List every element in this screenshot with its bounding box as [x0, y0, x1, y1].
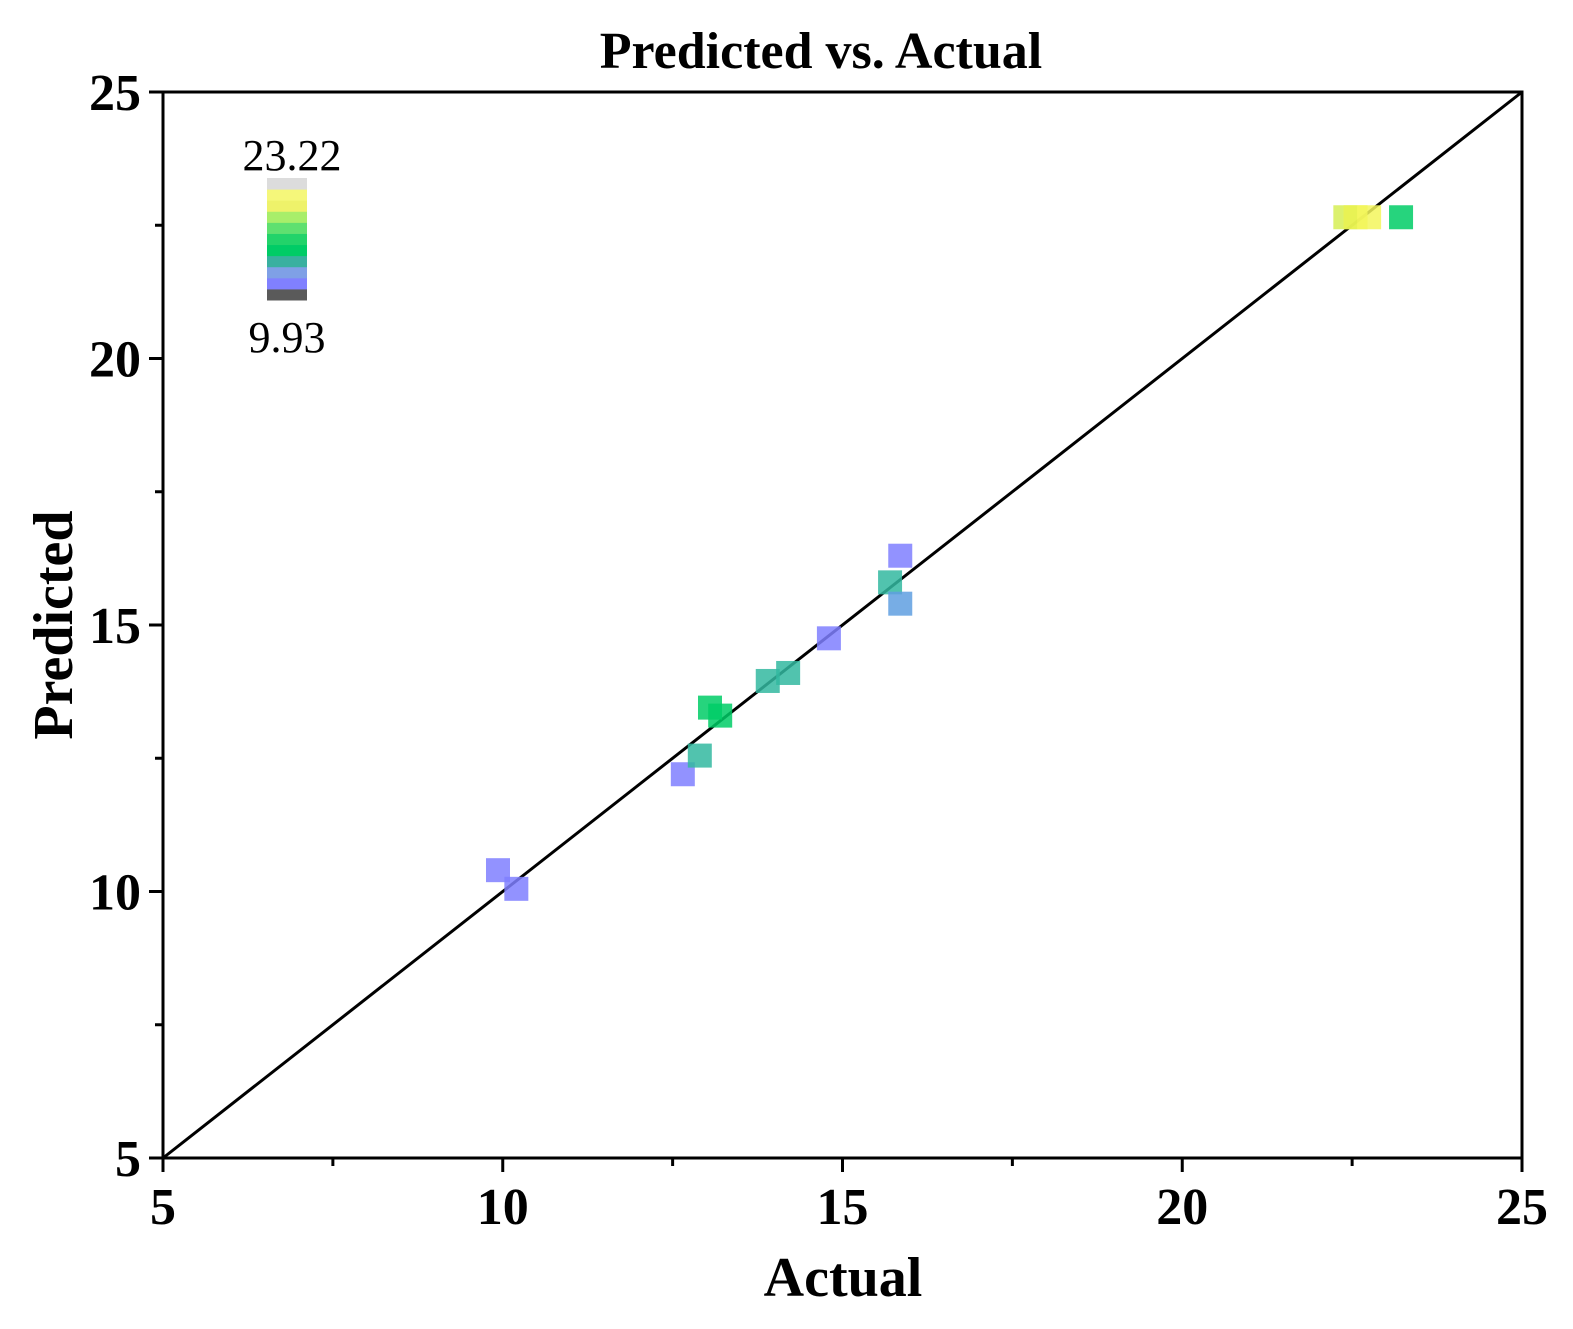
- y-tick-label: 5: [115, 1131, 141, 1188]
- colorbar-segment: [267, 233, 307, 246]
- x-tick-label: 25: [1496, 1179, 1548, 1236]
- colorbar-segment: [267, 266, 307, 279]
- data-point: [888, 543, 913, 568]
- data-point: [1389, 205, 1414, 230]
- colorbar-max-label: 23.22: [243, 131, 342, 180]
- data-point: [1357, 205, 1382, 230]
- colorbar-segment: [267, 277, 307, 290]
- x-tick-label: 15: [817, 1179, 869, 1236]
- colorbar: 23.22 9.93: [243, 131, 342, 362]
- colorbar-segment: [267, 222, 307, 234]
- y-tick-label: 20: [89, 332, 141, 389]
- y-tick-label: 25: [89, 65, 141, 122]
- data-point: [878, 570, 903, 595]
- x-tick-label: 10: [477, 1179, 529, 1236]
- colorbar-segment: [267, 255, 307, 268]
- data-point: [816, 626, 841, 651]
- colorbar-segment: [267, 288, 307, 301]
- chart-title: Predicted vs. Actual: [600, 23, 1042, 80]
- colorbar-segment: [267, 178, 307, 190]
- colorbar-segment: [267, 244, 307, 257]
- y-tick-label: 15: [89, 598, 141, 655]
- colorbar-segment: [267, 200, 307, 212]
- y-tick-label: 10: [89, 865, 141, 922]
- x-tick-label: 5: [150, 1179, 176, 1236]
- data-point: [755, 668, 780, 693]
- data-point: [504, 876, 529, 901]
- data-point: [888, 591, 913, 616]
- colorbar-segment: [267, 189, 307, 201]
- colorbar-min-label: 9.93: [249, 313, 326, 362]
- data-point: [687, 743, 712, 768]
- plot-area: 5 10 15 20 25 5 10 15 20 25: [89, 65, 1548, 1236]
- x-tick-label: 20: [1156, 1179, 1208, 1236]
- identity-line: [162, 90, 1523, 1160]
- y-axis-label: Predicted: [23, 510, 85, 739]
- data-point: [708, 703, 733, 728]
- data-point: [776, 660, 801, 685]
- colorbar-segment: [267, 211, 307, 223]
- x-axis-label: Actual: [764, 1247, 923, 1309]
